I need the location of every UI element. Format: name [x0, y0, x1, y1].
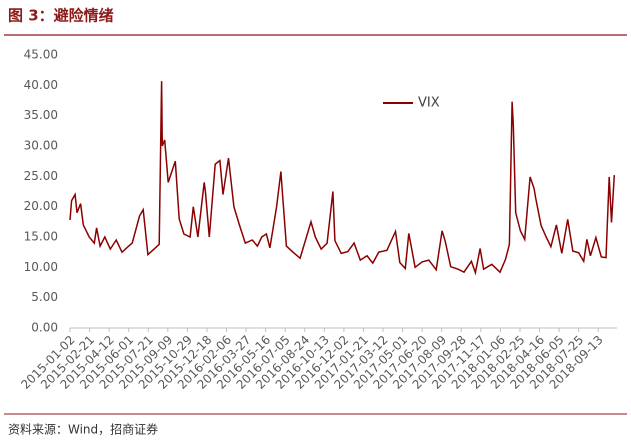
- y-tick-label: 25.00: [24, 169, 58, 183]
- y-tick-label: 45.00: [24, 48, 58, 62]
- chart-title: 图 3：避险情绪: [8, 7, 114, 25]
- y-tick-label: 10.00: [24, 260, 58, 274]
- y-tick-label: 5.00: [31, 290, 58, 304]
- y-tick-label: 35.00: [24, 108, 58, 122]
- y-tick-label: 40.00: [24, 78, 58, 92]
- y-tick-label: 30.00: [24, 139, 58, 153]
- vix-line: [69, 81, 616, 276]
- source-note: 资料来源：Wind，招商证券: [8, 422, 158, 437]
- y-tick-label: 20.00: [24, 199, 58, 213]
- legend-label: VIX: [418, 96, 440, 111]
- y-tick-label: 15.00: [24, 230, 58, 244]
- y-tick-label: 0.00: [31, 321, 58, 335]
